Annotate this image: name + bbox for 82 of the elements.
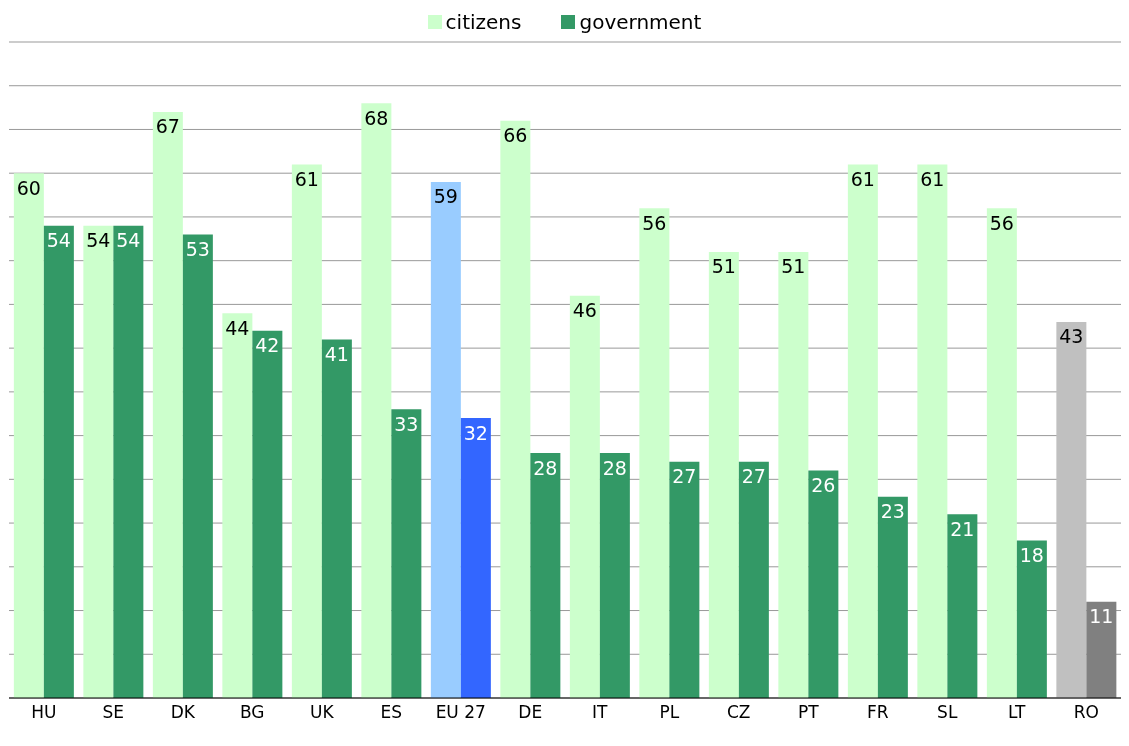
bar: [986, 208, 1017, 698]
bar: [778, 251, 809, 698]
x-tick-label: SE: [102, 702, 125, 723]
bar: [252, 330, 283, 698]
x-tick-label: RO: [1073, 702, 1099, 723]
data-label: 28: [602, 456, 627, 479]
x-tick-label: PL: [659, 702, 680, 723]
data-label: 42: [255, 334, 280, 357]
data-label: 53: [185, 237, 210, 260]
data-label: 60: [16, 176, 41, 199]
data-label: 54: [46, 229, 71, 252]
x-tick-label: CZ: [726, 702, 751, 723]
bar: [430, 181, 461, 698]
x-tick-label: BG: [239, 702, 265, 723]
x-tick-label: HU: [31, 702, 57, 723]
x-tick-label: ES: [380, 702, 403, 723]
bar: [569, 295, 600, 698]
x-tick-label: DE: [518, 702, 543, 723]
bar: [847, 164, 878, 698]
bar: [1016, 540, 1047, 698]
data-label: 54: [116, 229, 141, 252]
data-label: 27: [672, 465, 697, 488]
data-label: 59: [433, 185, 458, 208]
data-label: 46: [572, 299, 597, 322]
bar: [738, 461, 769, 698]
data-label: 61: [920, 167, 945, 190]
data-label: 44: [225, 316, 250, 339]
legend-label: citizens: [445, 10, 522, 34]
data-label: 28: [533, 456, 558, 479]
bar: [808, 470, 839, 698]
bar: [639, 208, 670, 698]
bar: [947, 514, 978, 698]
bar: [391, 409, 422, 698]
x-tick-label: DK: [170, 702, 196, 723]
bar: [708, 251, 739, 698]
bar: [1056, 321, 1087, 698]
data-label: 27: [741, 465, 766, 488]
bar: [182, 234, 213, 698]
x-tick-label: IT: [592, 702, 609, 723]
data-label: 51: [781, 255, 806, 278]
x-tick-label: PT: [797, 702, 820, 723]
x-tick-label: UK: [309, 702, 335, 723]
data-label: 26: [811, 474, 836, 497]
data-label: 54: [86, 229, 111, 252]
bar: [877, 496, 908, 698]
data-label: 68: [364, 106, 389, 129]
data-label: 41: [324, 342, 349, 365]
bar: [152, 111, 183, 698]
x-tick-label: SL: [937, 702, 958, 723]
bar: [917, 164, 948, 698]
x-tick-label: LT: [1007, 702, 1027, 723]
bar: [291, 164, 322, 698]
data-label: 21: [950, 517, 975, 540]
data-label: 32: [463, 421, 488, 444]
data-label: 67: [155, 115, 180, 138]
x-tick-label: EU 27: [435, 702, 486, 723]
bar: [113, 225, 144, 698]
bar: [222, 313, 253, 698]
bar: [361, 103, 392, 698]
data-label: 43: [1059, 325, 1084, 348]
data-label: 66: [503, 124, 528, 147]
data-label: 11: [1089, 605, 1114, 628]
data-label: 51: [711, 255, 736, 278]
bar: [599, 453, 630, 698]
bar: [530, 453, 561, 698]
data-label: 18: [1019, 544, 1044, 567]
data-label: 56: [989, 211, 1014, 234]
bar: [669, 461, 700, 698]
legend-label: government: [579, 10, 702, 34]
data-label: 33: [394, 412, 419, 435]
bar: [13, 173, 44, 698]
data-label: 61: [294, 167, 319, 190]
bar: [1086, 601, 1117, 698]
bar: [83, 225, 114, 698]
x-tick-label: FR: [866, 702, 889, 723]
bar: [460, 418, 491, 698]
data-label: 56: [642, 211, 667, 234]
bar: [321, 339, 352, 698]
bar: [500, 120, 531, 698]
data-label: 61: [850, 167, 875, 190]
bar: [43, 225, 74, 698]
data-label: 23: [880, 500, 905, 523]
